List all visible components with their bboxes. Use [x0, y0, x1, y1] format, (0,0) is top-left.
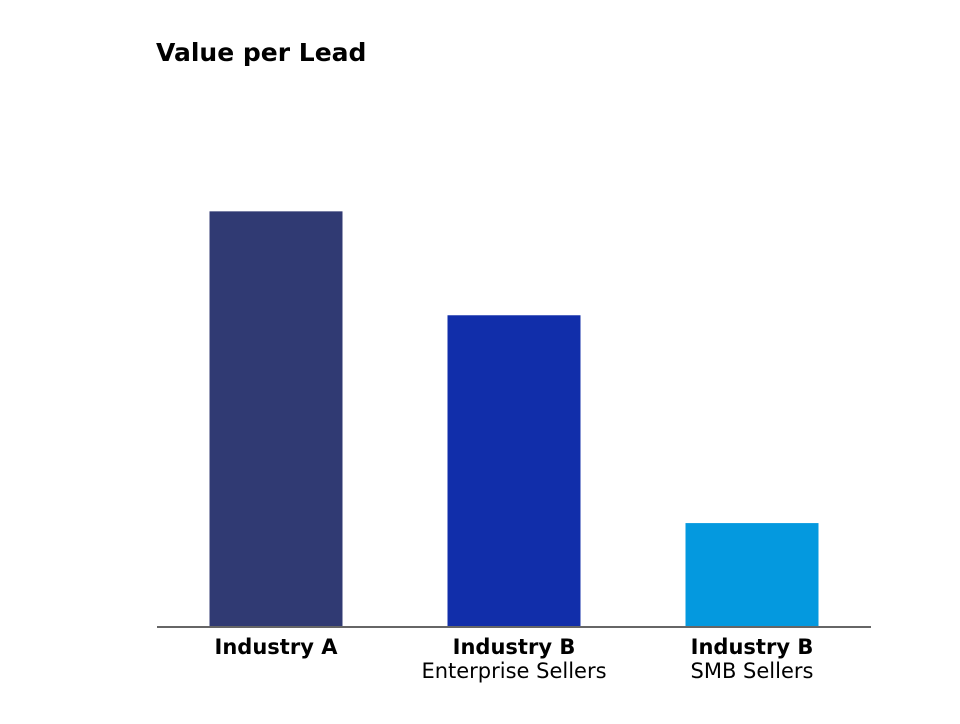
category-sublabel-2: Enterprise Sellers	[421, 659, 606, 683]
bar-1	[209, 211, 343, 627]
category-label-3: Industry B	[691, 635, 814, 659]
bar-3	[685, 523, 819, 627]
category-label-2: Industry B	[453, 635, 576, 659]
bar-2	[447, 315, 581, 627]
category-label-1: Industry A	[215, 635, 339, 659]
chart-title: Value per Lead	[156, 38, 367, 67]
category-sublabel-3: SMB Sellers	[691, 659, 814, 683]
bars-group	[209, 211, 819, 627]
